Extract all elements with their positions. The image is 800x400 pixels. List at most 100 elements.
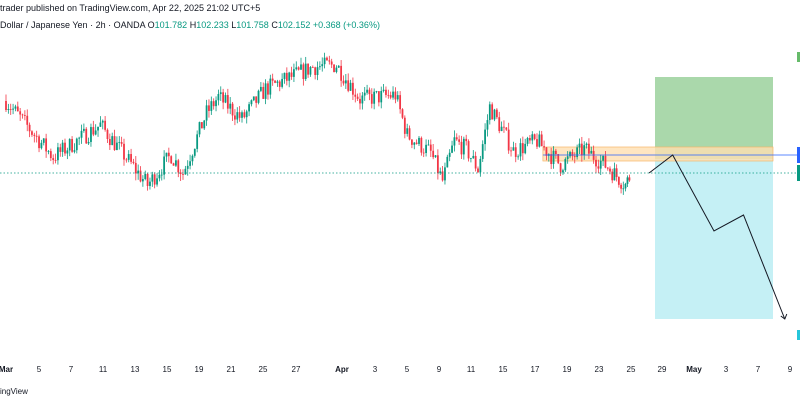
candle-body: [526, 137, 529, 144]
candle: [137, 164, 140, 180]
candle: [352, 77, 354, 100]
candle: [179, 169, 182, 181]
candle: [205, 99, 208, 126]
price-axis-marker: [797, 165, 800, 181]
candle: [283, 72, 286, 84]
candle-body: [342, 80, 345, 84]
candle: [215, 96, 217, 112]
candle-body: [363, 92, 366, 96]
x-tick-label: 11: [467, 365, 476, 374]
x-tick-label: 5: [405, 365, 410, 374]
candle-body: [413, 142, 416, 145]
candle: [274, 80, 276, 84]
candle: [606, 167, 609, 171]
candle: [16, 101, 19, 112]
x-tick-label: 13: [131, 365, 140, 374]
candle-body: [198, 122, 201, 135]
candle-body: [226, 95, 229, 109]
candle-body: [47, 151, 50, 152]
candle-body: [297, 67, 300, 70]
candle-body: [307, 63, 309, 75]
candle-body: [609, 168, 611, 172]
candle: [229, 97, 232, 115]
candle-body: [420, 137, 423, 153]
low-value: 101.758: [236, 20, 269, 30]
close-value: 102.152: [277, 20, 311, 30]
candle: [580, 136, 583, 162]
candle-body: [328, 60, 331, 62]
candle-body: [61, 142, 64, 152]
candle: [177, 158, 180, 178]
candle: [259, 82, 262, 93]
candle-body: [267, 83, 269, 95]
candle-body: [54, 160, 57, 161]
candle-body: [385, 89, 387, 95]
candle: [68, 138, 71, 157]
candle-body: [151, 174, 154, 182]
candle: [425, 139, 427, 157]
x-tick-label: 27: [292, 365, 301, 374]
candle: [271, 73, 274, 86]
candle: [262, 82, 265, 100]
candle-body: [507, 129, 510, 151]
candle-body: [375, 91, 378, 93]
candle-body: [31, 131, 33, 135]
candle-body: [38, 136, 40, 149]
candle-body: [333, 64, 335, 73]
candle-body: [264, 83, 267, 99]
candle-body: [311, 67, 314, 68]
candle-body: [562, 170, 564, 173]
candle: [106, 128, 109, 143]
candle: [85, 127, 88, 144]
candle: [514, 142, 517, 163]
candle: [184, 165, 187, 175]
candle-body: [380, 90, 383, 103]
candle: [57, 142, 59, 165]
candle-body: [205, 105, 208, 121]
open-value: 101.782: [154, 20, 188, 30]
candle: [477, 166, 479, 173]
candle: [595, 155, 597, 173]
candle: [139, 166, 142, 183]
candle-body: [248, 104, 250, 112]
candle-body: [99, 122, 102, 127]
candle: [245, 109, 248, 124]
candle-body: [524, 143, 527, 154]
candle-body: [382, 89, 385, 91]
x-tick-label: 15: [163, 365, 172, 374]
candle-body: [550, 154, 553, 165]
x-tick-label: Apr: [335, 365, 349, 374]
candle-body: [64, 142, 66, 154]
candle-body: [111, 136, 114, 146]
candle-body: [101, 120, 104, 123]
price-axis-marker: [797, 147, 800, 163]
candle-body: [269, 78, 272, 95]
candle: [267, 81, 269, 100]
close-label: C: [271, 20, 278, 30]
candle: [31, 130, 33, 137]
candle: [498, 111, 501, 134]
candle-body: [453, 137, 456, 146]
candle: [243, 109, 246, 119]
candle: [538, 130, 541, 148]
candle: [222, 88, 225, 110]
candle-body: [368, 89, 371, 95]
candle-body: [590, 150, 593, 154]
candle: [52, 154, 55, 165]
time-axis: Mar 5 7 11 13 15 19 21 25 27 Apr 3 5 9 11 15 17 19 23 25 29 M…: [0, 365, 793, 374]
candle-body: [576, 147, 579, 158]
candle: [153, 172, 156, 189]
candle-body: [278, 81, 281, 87]
candle-body: [321, 64, 324, 67]
candle-body: [26, 115, 29, 125]
candle-body: [130, 154, 132, 162]
candle: [342, 75, 345, 86]
candle: [377, 91, 380, 107]
candle-body: [160, 174, 163, 176]
candle: [370, 88, 373, 109]
candle: [576, 144, 579, 160]
candle: [196, 130, 199, 153]
candle-body: [411, 139, 413, 145]
candle-body: [80, 130, 83, 138]
